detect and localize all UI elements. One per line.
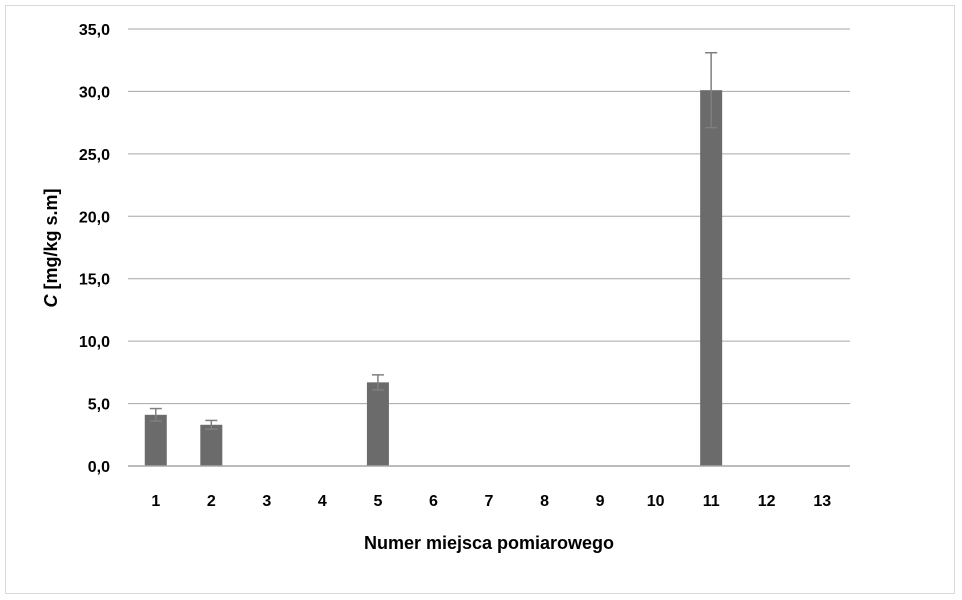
- x-tick-label: 1: [151, 493, 160, 510]
- bar-1: [144, 414, 167, 466]
- x-tick-label: 2: [207, 493, 216, 510]
- error-bars: [149, 51, 718, 430]
- chart-frame: [5, 5, 955, 594]
- y-axis-label: C [mg/kg s.m]: [41, 188, 61, 307]
- y-axis-unit: [mg/kg s.m]: [41, 188, 61, 294]
- bar-2: [200, 424, 223, 466]
- x-tick-label: 7: [485, 493, 494, 510]
- y-tick-label: 20,0: [79, 209, 110, 226]
- y-tick-label: 5,0: [88, 397, 110, 414]
- x-axis-label: Numer miejsca pomiarowego: [364, 533, 614, 553]
- y-tick-label: 0,0: [88, 459, 110, 476]
- y-tick-label: 15,0: [79, 272, 110, 289]
- bar-11: [700, 90, 723, 467]
- y-axis-symbol: C: [41, 294, 61, 308]
- y-tick-label: 25,0: [79, 147, 110, 164]
- y-axis-ticks: 0,0 5,0 10,0 15,0 20,0 25,0 30,0 35,0: [79, 22, 110, 476]
- x-tick-label: 5: [373, 493, 382, 510]
- x-tick-label: 8: [540, 493, 549, 510]
- x-tick-label: 9: [596, 493, 605, 510]
- x-tick-label: 4: [318, 493, 327, 510]
- x-tick-label: 13: [813, 493, 831, 510]
- x-axis-ticks: 1 2 3 4 5 6 7 8 9 10 11 12 13: [151, 493, 831, 510]
- x-tick-label: 12: [758, 493, 776, 510]
- grid-lines: [128, 28, 850, 405]
- y-tick-label: 30,0: [79, 84, 110, 101]
- x-tick-label: 10: [647, 493, 665, 510]
- x-tick-label: 11: [703, 493, 720, 510]
- x-tick-label: 3: [262, 493, 271, 510]
- y-tick-label: 10,0: [79, 334, 110, 351]
- x-tick-label: 6: [429, 493, 438, 510]
- bars: [144, 90, 723, 467]
- y-tick-label: 35,0: [79, 22, 110, 39]
- bar-5: [366, 382, 389, 466]
